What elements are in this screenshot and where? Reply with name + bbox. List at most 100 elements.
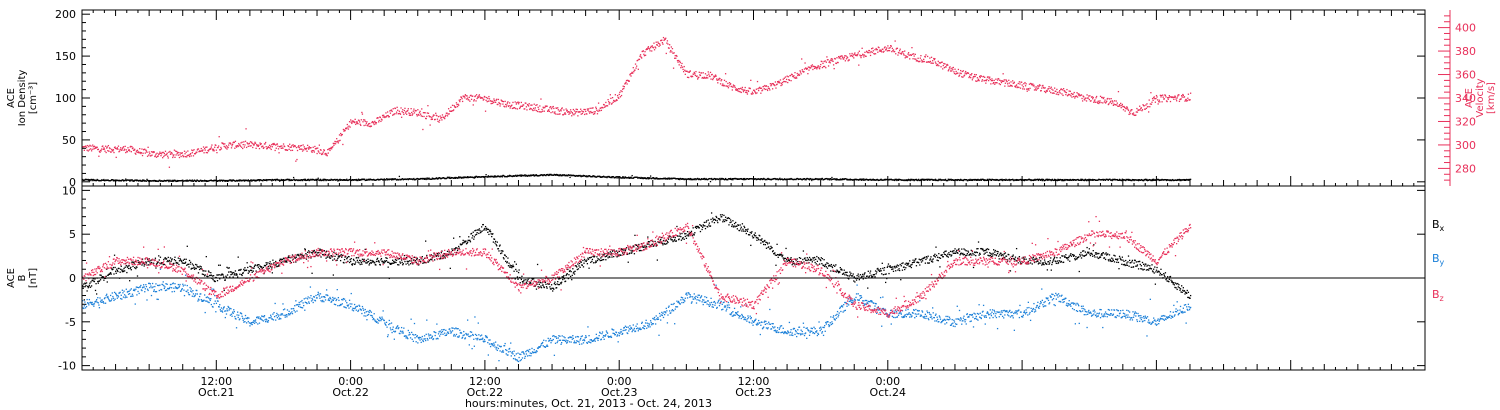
by-series-point	[402, 332, 404, 334]
velocity-series-point	[413, 108, 415, 110]
velocity-series-point	[544, 106, 546, 109]
by-series-point	[400, 330, 402, 333]
velocity-series-point	[569, 112, 571, 114]
velocity-series-point	[647, 47, 649, 49]
by-series-point	[351, 309, 354, 311]
velocity-series-point	[325, 154, 327, 156]
density-series-point	[201, 180, 203, 182]
by-series-point	[298, 301, 300, 304]
velocity-series-point	[887, 49, 890, 52]
velocity-series-point	[1099, 95, 1102, 98]
by-series-point	[605, 334, 607, 336]
velocity-series-point	[160, 155, 162, 157]
velocity-series-point	[894, 40, 896, 42]
velocity-series-point	[941, 61, 943, 63]
velocity-series-point	[180, 155, 182, 158]
by-series-point	[238, 319, 240, 321]
velocity-series-point	[606, 105, 609, 107]
by-series-point	[365, 311, 368, 313]
by-series-point	[622, 329, 624, 332]
velocity-series-point	[1009, 85, 1011, 87]
density-series-point	[694, 178, 697, 180]
density-series-point	[364, 178, 366, 180]
by-series-point	[470, 331, 473, 333]
density-series-point	[276, 178, 279, 181]
velocity-series-point	[810, 67, 812, 69]
velocity-series-point	[203, 152, 205, 154]
density-series-point	[431, 177, 434, 179]
by-series-point	[219, 304, 221, 306]
velocity-series-point	[1085, 97, 1087, 99]
velocity-series-point	[1019, 83, 1021, 85]
by-series-point	[87, 302, 89, 304]
velocity-series-point	[650, 45, 652, 48]
by-series-point	[447, 332, 450, 335]
by-series-point	[465, 332, 467, 335]
by-series-point	[370, 311, 373, 313]
density-series-point	[221, 180, 224, 182]
velocity-series-point	[1026, 88, 1028, 90]
velocity-series-point	[662, 36, 665, 39]
by-series-point	[109, 294, 112, 297]
velocity-series-point	[393, 113, 395, 116]
velocity-series-point	[600, 109, 603, 112]
density-series-point	[1083, 179, 1085, 182]
density-series-point	[669, 177, 671, 179]
density-series-point	[523, 175, 525, 177]
by-series-point	[596, 337, 599, 340]
by-series-point	[471, 347, 473, 350]
velocity-series-point	[1064, 91, 1066, 93]
velocity-series-point	[1033, 84, 1035, 86]
velocity-series-point	[577, 115, 579, 117]
velocity-series-point	[533, 107, 535, 110]
velocity-series-point	[202, 149, 204, 151]
velocity-series-point	[465, 98, 468, 100]
velocity-series-point	[591, 111, 594, 114]
density-series-point	[907, 178, 910, 181]
velocity-series-point	[428, 116, 431, 118]
density-series-point	[980, 179, 982, 181]
velocity-series-point	[1075, 95, 1078, 97]
density-series-point	[1085, 179, 1088, 182]
density-series-point	[301, 179, 303, 181]
velocity-series-point	[135, 150, 138, 152]
velocity-series-point	[876, 48, 878, 51]
velocity-series-point	[473, 100, 475, 102]
velocity-series-point	[235, 146, 238, 148]
velocity-series-point	[904, 57, 906, 59]
by-series-point	[340, 304, 342, 306]
velocity-series-point	[455, 106, 457, 108]
velocity-series-point	[94, 146, 97, 148]
density-series-point	[577, 175, 579, 177]
velocity-series-point	[495, 99, 497, 101]
by-series-point	[196, 293, 199, 295]
velocity-series-point	[563, 109, 565, 111]
velocity-series-point	[843, 56, 845, 59]
velocity-series-point	[629, 74, 631, 76]
density-series-point	[698, 178, 700, 181]
velocity-series-point	[268, 146, 270, 149]
velocity-series-point	[410, 108, 412, 110]
velocity-series-point	[529, 107, 531, 110]
density-series-point	[649, 175, 652, 177]
density-series-point	[1060, 179, 1063, 181]
density-series-point	[959, 179, 961, 181]
velocity-series-point	[305, 148, 307, 151]
velocity-series-point	[816, 66, 819, 69]
by-series-point	[218, 306, 220, 308]
velocity-series-point	[999, 83, 1002, 86]
by-series-point	[181, 288, 183, 291]
velocity-series-point	[933, 57, 935, 60]
velocity-series-point	[316, 152, 318, 155]
density-series-point	[897, 179, 900, 181]
velocity-series-point	[627, 80, 629, 82]
velocity-series-point	[1025, 83, 1027, 85]
by-series-point	[646, 322, 648, 324]
by-series-point	[648, 324, 651, 326]
velocity-series-point	[843, 58, 845, 60]
velocity-series-point	[1168, 96, 1170, 99]
velocity-series-point	[1000, 81, 1003, 84]
by-series-point	[486, 336, 488, 339]
velocity-series-point	[682, 70, 685, 73]
density-series-point	[515, 174, 517, 176]
